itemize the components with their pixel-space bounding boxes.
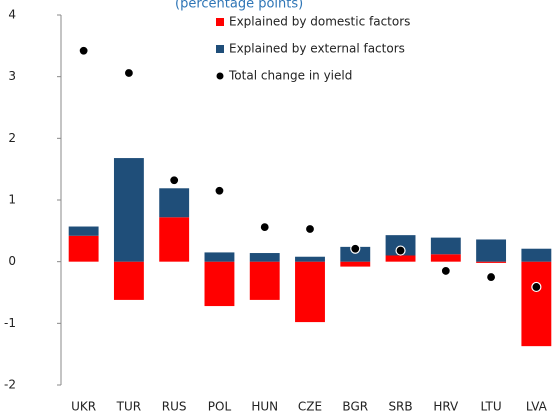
x-tick-label: LVA — [526, 400, 548, 414]
y-tick-label: -2 — [4, 378, 16, 392]
x-tick-label: LTU — [481, 400, 502, 414]
point — [123, 67, 135, 79]
legend-label: Total change in yield — [228, 69, 352, 83]
x-tick-label: UKR — [71, 400, 96, 414]
point — [395, 245, 406, 256]
y-tick-label: 1 — [8, 193, 16, 207]
bar — [340, 246, 371, 262]
y-tick-label: 3 — [8, 69, 16, 83]
x-tick-label: BGR — [342, 400, 368, 414]
bar — [159, 188, 190, 218]
point — [350, 243, 361, 254]
legend-marker — [216, 45, 224, 53]
bar — [385, 255, 416, 262]
x-tick-label: HUN — [251, 400, 278, 414]
bar — [295, 261, 325, 323]
point — [531, 281, 542, 293]
bar — [249, 261, 280, 300]
bar — [204, 252, 235, 262]
point — [485, 271, 497, 283]
x-tick-label: HRV — [433, 400, 459, 414]
x-tick-label: POL — [208, 400, 232, 414]
bar — [68, 226, 99, 236]
point — [259, 222, 270, 233]
bar — [113, 158, 144, 262]
chart-subtitle: (percentage points) — [175, 0, 303, 12]
y-tick-label: -1 — [4, 316, 16, 330]
bar — [476, 239, 507, 262]
legend-marker — [216, 18, 224, 26]
bar — [340, 261, 371, 267]
bar — [430, 237, 461, 255]
legend-label: Explained by domestic factors — [229, 15, 410, 29]
x-tick-label: CZE — [298, 400, 322, 414]
bar — [476, 261, 507, 263]
legend-label: Explained by external factors — [229, 42, 405, 56]
bar — [204, 261, 235, 307]
x-tick-label: TUR — [116, 400, 141, 414]
bar — [249, 253, 280, 262]
point — [169, 175, 180, 186]
bar — [295, 256, 325, 262]
y-tick-label: 0 — [8, 254, 16, 268]
bar — [521, 248, 552, 262]
y-tick-label: 2 — [8, 131, 16, 145]
point — [78, 45, 89, 56]
bar — [113, 261, 144, 300]
point — [214, 185, 225, 196]
point — [440, 265, 451, 277]
y-tick-label: 4 — [8, 8, 16, 22]
bar — [521, 261, 552, 347]
bar — [385, 235, 416, 256]
bar — [68, 235, 99, 262]
bar — [159, 217, 190, 262]
x-tick-label: SRB — [388, 400, 412, 414]
bar — [430, 254, 461, 262]
x-tick-label: RUS — [162, 400, 187, 414]
point — [304, 223, 316, 235]
legend-marker — [216, 72, 224, 80]
